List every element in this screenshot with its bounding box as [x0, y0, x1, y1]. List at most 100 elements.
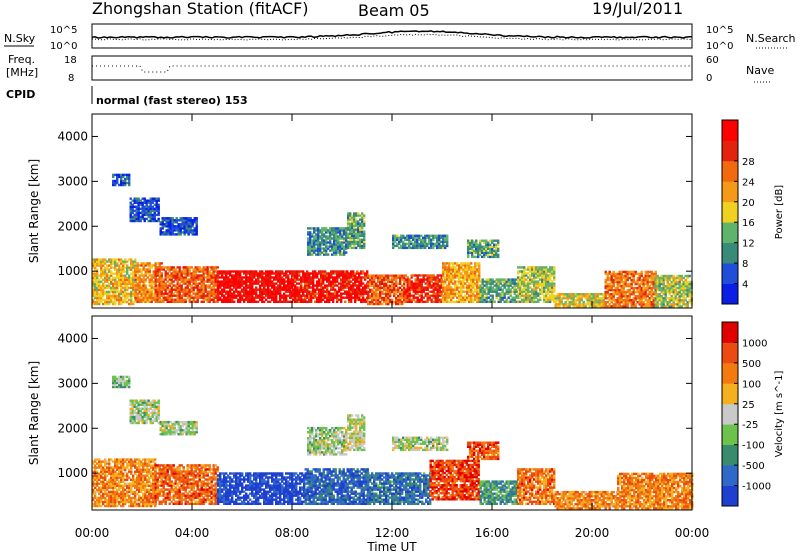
heatmap-cell — [363, 220, 366, 223]
heatmap-cell — [535, 270, 538, 273]
heatmap-cell — [198, 282, 201, 285]
heatmap-cell — [351, 242, 354, 246]
heatmap-cell — [118, 276, 121, 279]
heatmap-cell — [604, 286, 607, 290]
heatmap-cell — [403, 290, 406, 294]
heatmap-cell — [351, 228, 354, 231]
heatmap-cell — [527, 292, 530, 295]
heatmap-cell — [102, 282, 105, 285]
heatmap-cell — [235, 276, 238, 279]
heatmap-cell — [130, 280, 133, 283]
heatmap-cell — [346, 270, 349, 273]
heatmap-cell — [523, 266, 526, 269]
heatmap-cell — [448, 266, 451, 269]
heatmap-cell — [225, 278, 228, 281]
heatmap-cell — [200, 280, 203, 283]
heatmap-cell — [162, 280, 165, 283]
heatmap-cell — [271, 270, 274, 273]
nsky-left-top: 10^5 — [50, 25, 77, 36]
heatmap-cell — [610, 282, 613, 286]
heatmap-cell — [395, 292, 398, 296]
heatmap-cell — [436, 280, 439, 283]
heatmap-cell — [267, 272, 270, 275]
heatmap-cell — [614, 305, 617, 308]
heatmap-cell — [507, 300, 510, 303]
heatmap-cell — [129, 215, 132, 219]
heatmap-cell — [652, 290, 655, 294]
heatmap-cell — [132, 292, 135, 296]
heatmap-cell — [225, 280, 228, 283]
heatmap-cell — [183, 231, 186, 234]
heatmap-cell — [527, 276, 530, 279]
heatmap-cell — [481, 284, 484, 287]
heatmap-cell — [237, 278, 240, 281]
heatmap-cell — [106, 284, 109, 287]
heatmap-cell — [410, 240, 413, 243]
heatmap-cell — [319, 243, 322, 246]
heatmap-cell — [397, 288, 400, 292]
heatmap-cell — [525, 278, 528, 281]
heatmap-cell — [638, 301, 641, 304]
heatmap-cell — [200, 296, 203, 299]
heatmap-cell — [562, 303, 565, 306]
heatmap-cell — [158, 268, 161, 271]
heatmap-cell — [249, 284, 252, 287]
heatmap-cell — [208, 278, 211, 281]
heatmap-cell — [652, 278, 655, 282]
heatmap-cell — [472, 290, 475, 293]
heatmap-cell — [458, 298, 461, 301]
heatmap-cell — [353, 244, 356, 248]
heatmap-cell — [535, 292, 538, 295]
heatmap-cell — [354, 274, 357, 277]
heatmap-cell — [285, 296, 288, 299]
heatmap-cell — [249, 294, 252, 297]
heatmap-cell — [161, 233, 164, 236]
heatmap-cell — [130, 282, 133, 285]
heatmap-cell — [332, 298, 335, 301]
heatmap-cell — [646, 305, 649, 308]
heatmap-cell — [334, 296, 337, 299]
heatmap-cell — [414, 274, 417, 277]
heatmap-cell — [140, 272, 143, 275]
heatmap-cell — [485, 292, 488, 295]
heatmap-cell — [452, 292, 455, 295]
heatmap-cell — [352, 284, 355, 287]
heatmap-cell — [654, 288, 657, 292]
heatmap-cell — [527, 272, 530, 275]
heatmap-cell — [141, 211, 144, 215]
heatmap-cell — [237, 282, 240, 285]
heatmap-cell — [503, 278, 506, 281]
heatmap-cell — [316, 298, 319, 301]
heatmap-cell — [157, 211, 160, 215]
heatmap-cell — [410, 282, 413, 285]
heatmap-cell — [124, 177, 127, 181]
heatmap-cell — [147, 209, 150, 213]
heatmap-cell — [636, 295, 639, 298]
heatmap-cell — [460, 276, 463, 279]
heatmap-cell — [152, 298, 155, 301]
heatmap-cell — [377, 300, 380, 304]
heatmap-cell — [157, 197, 160, 200]
heatmap-cell — [460, 294, 463, 297]
heatmap-cell — [210, 282, 213, 285]
heatmap-cell — [666, 286, 669, 290]
heatmap-cell — [239, 284, 242, 287]
heatmap-cell — [277, 276, 280, 279]
heatmap-cell — [332, 278, 335, 281]
heatmap-cell — [359, 224, 362, 227]
heatmap-cell — [194, 296, 197, 299]
heatmap-cell — [662, 286, 665, 290]
heatmap-cell — [406, 234, 409, 237]
heatmap-cell — [674, 284, 677, 288]
heatmap-cell — [174, 286, 177, 289]
heatmap-cell — [336, 284, 339, 287]
heatmap-cell — [136, 272, 139, 275]
heatmap-cell — [360, 278, 363, 281]
heatmap-cell — [509, 288, 512, 291]
heatmap-cell — [668, 282, 671, 286]
heatmap-cell — [507, 288, 510, 291]
heatmap-cell — [114, 280, 117, 283]
heatmap-cell — [650, 301, 653, 304]
heatmap-cell — [654, 297, 657, 300]
heatmap-cell — [393, 274, 396, 277]
